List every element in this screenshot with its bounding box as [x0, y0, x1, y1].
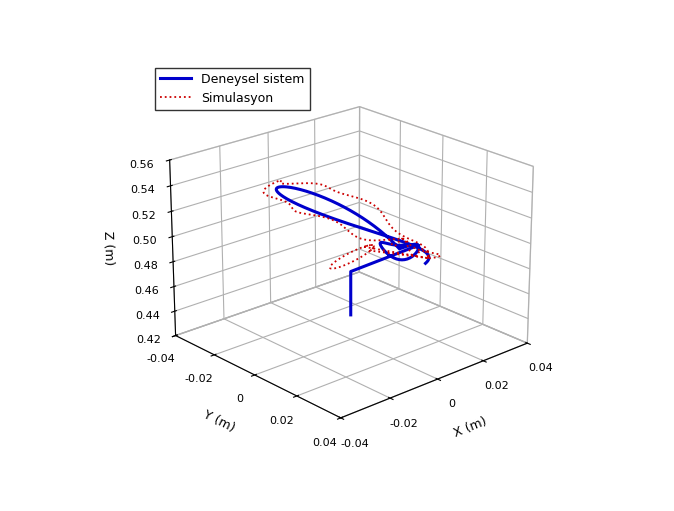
Y-axis label: Y (m): Y (m): [201, 408, 237, 434]
Legend: Deneysel sistem, Simulasyon: Deneysel sistem, Simulasyon: [155, 67, 309, 110]
X-axis label: X (m): X (m): [452, 414, 489, 439]
